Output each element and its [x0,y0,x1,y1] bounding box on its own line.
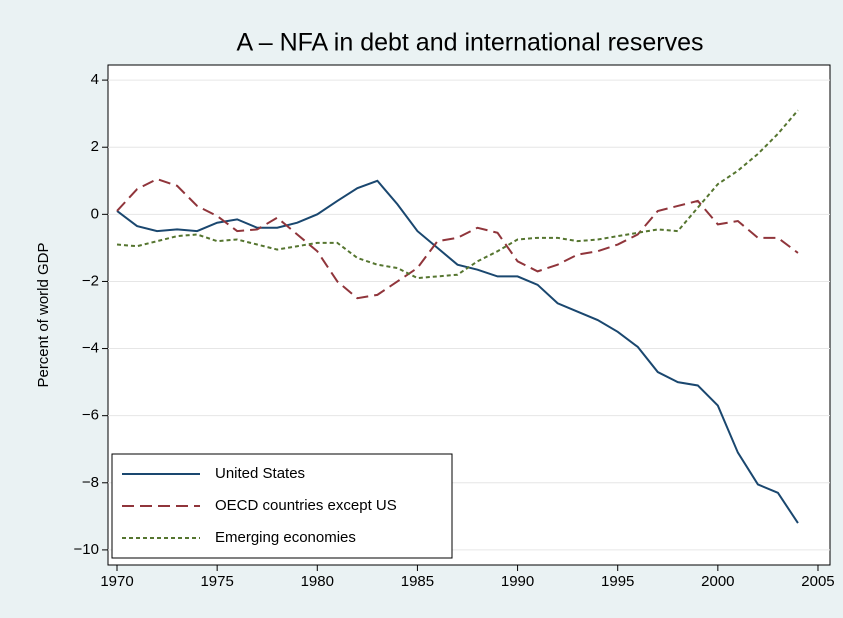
x-tick-label: 1995 [601,573,634,590]
y-tick-label: 0 [91,205,99,222]
x-tick-label: 2000 [701,573,734,590]
x-tick-label: 2005 [801,573,834,590]
x-tick-label: 1985 [401,573,434,590]
x-tick-label: 1980 [301,573,334,590]
legend-label: Emerging economies [215,529,356,546]
y-tick-label: −8 [82,474,99,491]
y-tick-label: −4 [82,340,99,357]
x-tick-label: 1975 [200,573,233,590]
y-tick-label: −6 [82,407,99,424]
y-tick-label: 4 [91,71,99,88]
series-line [116,179,799,524]
legend-label: OECD countries except US [215,497,397,514]
y-tick-label: −2 [82,272,99,289]
x-tick-label: 1970 [100,573,133,590]
series-line [116,109,799,280]
y-tick-label: 2 [91,138,99,155]
series-line [116,178,799,300]
legend-label: United States [215,465,305,482]
y-tick-label: −10 [74,541,99,558]
y-axis-label: Percent of world GDP [35,242,52,387]
x-tick-label: 1990 [501,573,534,590]
chart-title: A – NFA in debt and international reserv… [237,29,704,57]
